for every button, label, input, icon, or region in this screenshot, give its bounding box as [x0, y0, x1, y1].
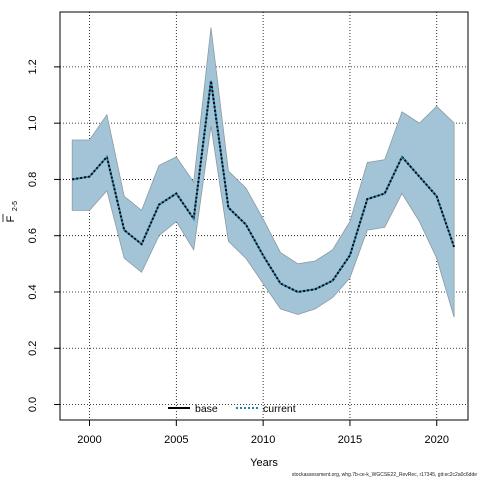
y-axis: 0.0 0.2 0.4 0.6 0.8 1.0 1.2: [27, 59, 60, 412]
y-axis-title-main: F: [5, 215, 17, 222]
x-tick-label-2015: 2015: [338, 434, 362, 446]
y-tick-label-2: 0.4: [27, 284, 39, 299]
x-tick-label-2005: 2005: [164, 434, 188, 446]
y-tick-label-0: 0.0: [27, 397, 39, 412]
y-tick-label-1: 0.2: [27, 341, 39, 356]
legend-label-base: base: [195, 403, 218, 415]
y-tick-label-3: 0.6: [27, 228, 39, 243]
y-tick-label-5: 1.0: [27, 115, 39, 130]
series-line-current: [72, 80, 456, 294]
legend: base current: [168, 403, 296, 415]
series-line-base: [72, 80, 456, 294]
x-axis: 2000 2005 2010 2015 2020: [77, 420, 449, 446]
plot-frame: [59, 11, 469, 421]
y-tick-label-4: 0.8: [27, 172, 39, 187]
y-axis-title: F 2-5: [2, 201, 19, 222]
x-tick-label-2020: 2020: [425, 434, 449, 446]
confidence-band-area: [71, 27, 455, 318]
series-lines: [72, 80, 456, 294]
x-axis-title: Years: [250, 457, 278, 469]
y-axis-title-subscript: 2-5: [12, 201, 19, 211]
source-footer: stockassessment.org, whg.7b-ce-k_WGCSE22…: [291, 472, 477, 478]
x-tick-label-2000: 2000: [77, 434, 101, 446]
y-tick-label-6: 1.2: [27, 59, 39, 74]
confidence-band: [71, 27, 455, 318]
legend-label-current: current: [263, 403, 296, 415]
x-tick-label-2010: 2010: [251, 434, 275, 446]
